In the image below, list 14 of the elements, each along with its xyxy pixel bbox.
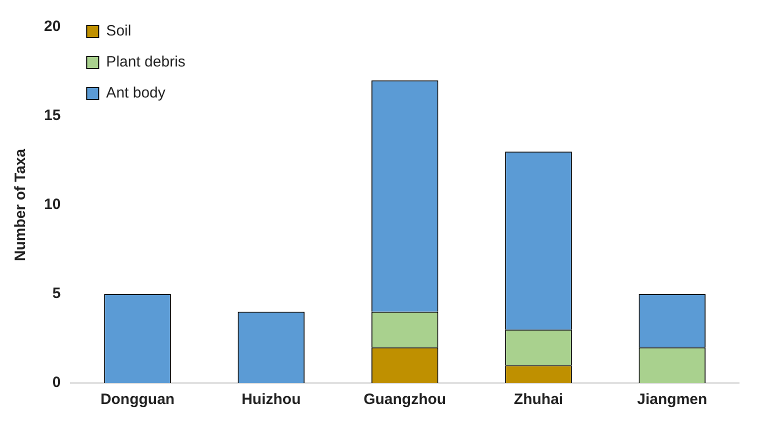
x-tick-label: Huizhou — [242, 391, 301, 408]
x-tick-label: Guangzhou — [364, 391, 446, 408]
y-tick-label: 5 — [52, 285, 61, 302]
legend-label: Plant debris — [106, 54, 186, 71]
y-tick-label: 0 — [52, 374, 61, 392]
x-tick-label: Dongguan — [100, 391, 175, 408]
x-tick-label: Zhuhai — [514, 391, 564, 408]
legend-label: Ant body — [106, 84, 166, 102]
legend-label: Soil — [106, 22, 132, 40]
y-tick-label: 15 — [44, 107, 61, 124]
y-tick-label: 10 — [44, 196, 61, 214]
x-tick-label: Jiangmen — [637, 391, 708, 408]
y-tick-label: 20 — [44, 18, 61, 36]
y-axis-title: Number of Taxa — [12, 148, 30, 262]
